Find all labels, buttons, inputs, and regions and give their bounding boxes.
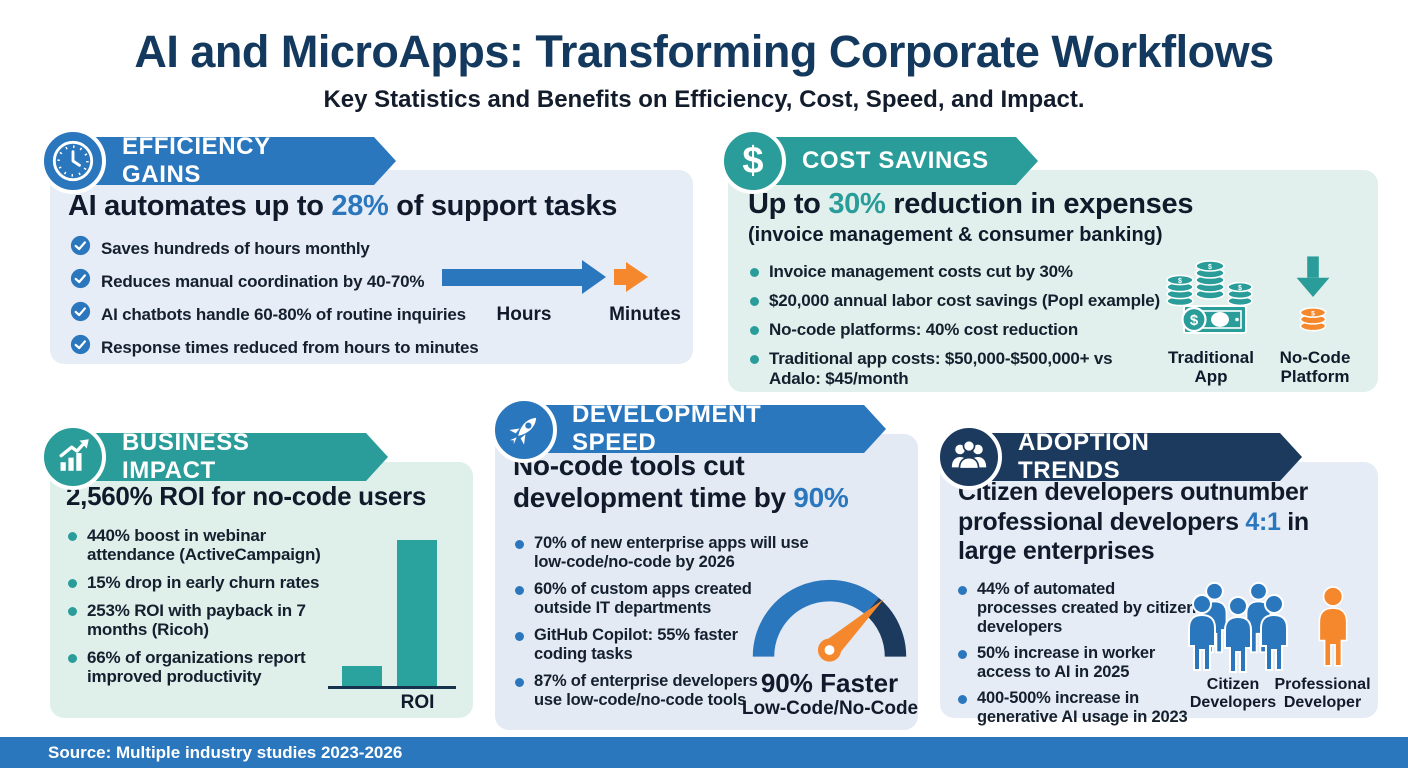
list-item: AI chatbots handle 60-80% of routine inq… [70,300,479,331]
citizen-developers-icon [1182,582,1294,674]
bullet-dot-icon [68,532,77,541]
gauge-sub-label: Low-Code/No-Code [741,698,919,719]
list-item: Invoice management costs cut by 30% [750,262,1160,282]
impact-bullet-list: 440% boost in webinar attendance (Active… [68,526,346,695]
footer-bar: Source: Multiple industry studies 2023-2… [0,737,1408,768]
adoption-headline: Citizen developers outnumber professiona… [958,478,1309,565]
list-item: 253% ROI with payback in 7 months (Ricoh… [68,601,346,639]
cost-headline: Up to 30% reduction in expenses [748,188,1194,220]
impact-headline: 2,560% ROI for no-code users [66,481,427,511]
roi-bar-before [342,666,382,686]
traditional-app-label: Traditional App [1168,348,1254,387]
hours-to-minutes-visual: Hours Minutes [442,260,688,326]
bullet-dot-icon [750,297,759,306]
bullet-dot-icon [958,586,967,595]
list-item: 400-500% increase in generative AI usage… [958,689,1198,727]
bullet-dot-icon [68,607,77,616]
adoption-trends-banner: ADOPTION TRENDS [970,433,1302,481]
dollar-icon: $ [720,128,786,194]
minutes-arrow-icon [614,262,648,292]
development-speed-section: No-code tools cut development time by 90… [495,434,918,730]
cost-subheadline: (invoice management & consumer banking) [748,224,1163,246]
nocode-coins-arrow-icon: $ [1284,254,1342,347]
list-item: Response times reduced from hours to min… [70,333,479,364]
cost-bullet-list: Invoice management costs cut by 30% $20,… [750,262,1160,398]
citizen-developers-label: Citizen Developers [1189,676,1277,711]
speed-bullet-list: 70% of new enterprise apps will use low-… [515,534,834,718]
list-item: GitHub Copilot: 55% faster coding tasks [515,626,834,664]
check-icon [70,268,91,298]
efficiency-gains-banner: EFFICIENCY GAINS [74,137,396,185]
bullet-dot-icon [515,586,524,595]
bullet-dot-icon [750,268,759,277]
list-item: No-code platforms: 40% cost reduction [750,320,1160,340]
svg-text:$: $ [1190,312,1199,329]
people-icon [936,424,1002,490]
bullet-dot-icon [68,579,77,588]
cost-savings-section: Up to 30% reduction in expenses (invoice… [728,170,1378,392]
bullet-dot-icon [515,540,524,549]
list-item: 66% of organizations report improved pro… [68,648,346,686]
banner-label: DEVELOPMENT SPEED [572,401,762,456]
speed-headline: No-code tools cut development time by 90… [513,450,849,514]
svg-text:$: $ [1178,278,1182,285]
gauge-value-label: 90% Faster [760,668,899,698]
check-icon [70,334,91,364]
hours-label: Hours [496,304,552,325]
adoption-bullet-list: 44% of automated processes created by ci… [958,580,1198,734]
bullet-dot-icon [515,632,524,641]
efficiency-headline: AI automates up to 28% of support tasks [68,190,618,222]
bullet-dot-icon [750,355,759,364]
growth-chart-icon [40,424,106,490]
cost-savings-banner: COST SAVINGS [754,137,1038,185]
list-item: 50% increase in worker access to AI in 2… [958,644,1198,682]
bullet-dot-icon [958,650,967,659]
list-item: Traditional app costs: $50,000-$500,000+… [750,349,1160,389]
nocode-platform-label: No-Code Platform [1279,348,1351,387]
bullet-dot-icon [515,678,524,687]
svg-text:$: $ [1238,285,1242,292]
bullet-dot-icon [750,326,759,335]
svg-text:$: $ [1208,264,1212,271]
professional-developer-label: Professional Developer [1274,676,1371,711]
hours-arrow-icon [442,260,606,294]
page-title: AI and MicroApps: Transforming Corporate… [134,26,1274,77]
minutes-label: Minutes [609,304,681,325]
check-icon [70,301,91,331]
banner-label: BUSINESS IMPACT [122,429,250,484]
list-item: 70% of new enterprise apps will use low-… [515,534,834,572]
roi-axis-line [328,686,456,689]
list-item: 15% drop in early churn rates [68,573,346,592]
efficiency-bullet-list: Saves hundreds of hours monthly Reduces … [70,234,479,366]
source-text: Source: Multiple industry studies 2023-2… [48,743,403,762]
banner-label: ADOPTION TRENDS [1018,429,1150,484]
svg-text:$: $ [1311,310,1315,317]
list-item: 44% of automated processes created by ci… [958,580,1198,637]
rocket-icon [491,397,557,463]
efficiency-gains-section: AI automates up to 28% of support tasks … [50,170,693,364]
adoption-trends-section: Citizen developers outnumber professiona… [940,462,1378,726]
development-speed-banner: DEVELOPMENT SPEED [524,405,886,453]
business-impact-banner: BUSINESS IMPACT [74,433,388,481]
bullet-dot-icon [68,654,77,663]
banner-label: EFFICIENCY GAINS [122,133,271,188]
list-item: 87% of enterprise developers use low-cod… [515,672,834,710]
list-item: 60% of custom apps created outside IT de… [515,580,834,618]
list-item: Reduces manual coordination by 40-70% [70,267,479,298]
roi-axis-label: ROI [400,692,435,713]
bullet-dot-icon [958,695,967,704]
check-icon [70,235,91,265]
professional-developer-icon [1312,586,1354,675]
speed-gauge-icon [747,574,912,670]
list-item: 440% boost in webinar attendance (Active… [68,526,346,564]
list-item: $20,000 annual labor cost savings (Popl … [750,291,1160,311]
banner-label: COST SAVINGS [802,147,989,174]
clock-icon [40,128,106,194]
money-stacks-icon: $ $ $ $ [1158,254,1258,349]
list-item: Saves hundreds of hours monthly [70,234,479,265]
roi-bar-after [397,540,437,686]
business-impact-section: 2,560% ROI for no-code users 440% boost … [50,462,473,718]
page-subtitle: Key Statistics and Benefits on Efficienc… [323,86,1085,113]
